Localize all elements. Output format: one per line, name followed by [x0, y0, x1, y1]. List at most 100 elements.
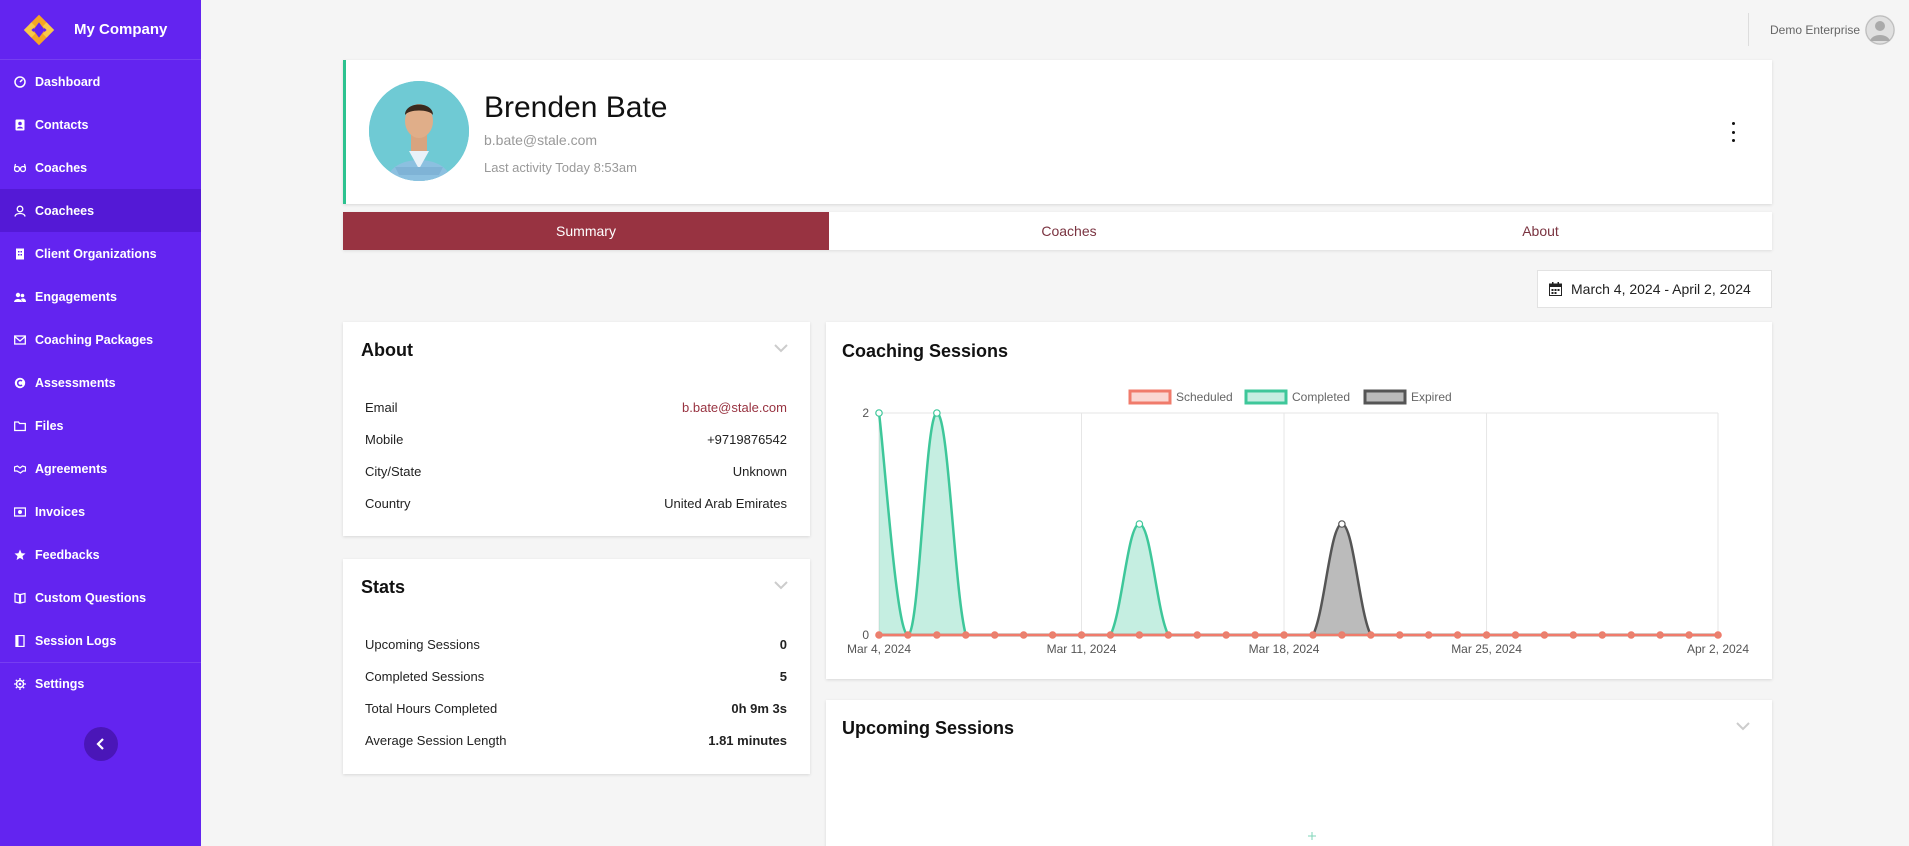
data-point-scheduled — [1309, 631, 1317, 639]
data-point-scheduled — [1048, 631, 1057, 639]
about-key: Mobile — [365, 432, 404, 447]
sidebar-item-files[interactable]: Files — [0, 404, 201, 447]
data-point-scheduled — [904, 631, 912, 639]
data-point-expired — [1338, 520, 1346, 528]
star-icon — [14, 549, 26, 561]
sidebar-item-coaches[interactable]: Coaches — [0, 146, 201, 189]
sidebar-item-session-logs[interactable]: Session Logs — [0, 619, 201, 662]
chevron-down-icon[interactable] — [1736, 722, 1750, 731]
data-point-scheduled — [1367, 631, 1375, 639]
data-point-scheduled — [1019, 631, 1028, 639]
sidebar-item-label: Feedbacks — [35, 547, 100, 562]
sidebar-item-invoices[interactable]: Invoices — [0, 490, 201, 533]
stats-row: Completed Sessions 5 — [365, 669, 787, 684]
data-point-scheduled — [1106, 631, 1115, 639]
user-icon — [14, 205, 26, 217]
data-point-scheduled — [1222, 631, 1230, 639]
data-point-scheduled — [961, 631, 970, 639]
tab-about[interactable]: About — [1522, 223, 1559, 239]
profile-photo — [369, 81, 469, 181]
about-value: +9719876542 — [707, 432, 787, 447]
stats-row: Total Hours Completed 0h 9m 3s — [365, 701, 787, 716]
data-point-completed — [1135, 520, 1144, 528]
sidebar-item-settings[interactable]: Settings — [0, 662, 201, 705]
data-point-scheduled — [1511, 631, 1520, 639]
sidebar-item-label: Settings — [35, 677, 85, 691]
data-point-scheduled — [1251, 631, 1259, 639]
log-icon — [14, 634, 26, 647]
enterprise-name[interactable]: Demo Enterprise — [1770, 23, 1861, 37]
sidebar-item-label: Coachees — [35, 203, 95, 218]
tab-coaches[interactable]: Coaches — [1041, 223, 1097, 239]
about-row-email: Email b.bate@stale.com — [365, 400, 787, 415]
sidebar-item-coachees[interactable]: Coachees — [0, 189, 201, 232]
upcoming-title: Upcoming Sessions — [842, 718, 1015, 738]
sidebar-item-client-organizations[interactable]: Client Organizations — [0, 232, 201, 275]
date-range-picker[interactable]: March 4, 2024 - April 2, 2024 — [1537, 270, 1772, 308]
about-email-link[interactable]: b.bate@stale.com — [682, 400, 787, 415]
sidebar-item-label: Session Logs — [35, 633, 117, 648]
sidebar-item-assessments[interactable]: Assessments — [0, 361, 201, 404]
chevron-down-icon[interactable] — [774, 344, 788, 353]
sidebar-item-label: Contacts — [35, 117, 89, 132]
dashboard-icon — [14, 75, 26, 88]
user-avatar[interactable] — [1865, 15, 1895, 45]
sidebar-item-contacts[interactable]: Contacts — [0, 103, 201, 146]
chevron-down-icon[interactable] — [774, 581, 788, 590]
calendar-icon — [1549, 282, 1562, 296]
glasses-icon — [14, 162, 26, 174]
tab-summary[interactable]: Summary — [343, 212, 829, 250]
data-point-completed — [875, 409, 883, 417]
x-tick-label: Mar 18, 2024 — [1249, 642, 1320, 656]
y-tick-label: 2 — [862, 406, 869, 420]
about-value: United Arab Emirates — [664, 496, 787, 511]
series-area-expired — [879, 524, 1718, 635]
data-point-scheduled — [1077, 631, 1086, 639]
company-logo-icon — [23, 14, 55, 45]
sidebar-item-label: Files — [35, 418, 64, 433]
more-options-icon[interactable] — [1728, 122, 1738, 142]
stats-value: 0 — [779, 637, 787, 652]
data-point-scheduled — [1280, 631, 1288, 639]
data-point-scheduled — [933, 631, 941, 639]
data-point-scheduled — [1193, 631, 1202, 639]
users-icon — [14, 291, 26, 303]
profile-tabs: Summary Coaches About — [343, 212, 1772, 250]
sidebar-item-coaching-packages[interactable]: Coaching Packages — [0, 318, 201, 361]
series-line-completed — [877, 411, 1718, 637]
collapse-sidebar-button[interactable] — [84, 727, 118, 761]
envelope-icon — [14, 334, 26, 346]
profile-card: Brenden Bate b.bate@stale.com Last activ… — [343, 60, 1772, 204]
about-key: City/State — [365, 464, 422, 479]
sidebar-item-custom-questions[interactable]: Custom Questions — [0, 576, 201, 619]
stats-row: Upcoming Sessions 0 — [365, 637, 787, 652]
stats-key: Average Session Length — [365, 733, 507, 748]
stats-value: 5 — [779, 669, 787, 684]
legend-label-expired: Expired — [1411, 390, 1452, 404]
data-point-scheduled — [1424, 631, 1433, 639]
book-icon — [14, 592, 26, 604]
stats-value: 1.81 minutes — [708, 733, 787, 748]
data-point-scheduled — [1569, 631, 1578, 639]
data-point-scheduled — [1164, 631, 1173, 639]
legend-swatch-scheduled — [1128, 389, 1172, 405]
last-activity: Last activity Today 8:53am — [484, 160, 637, 175]
data-point-scheduled — [1338, 631, 1346, 639]
x-tick-label: Mar 25, 2024 — [1451, 642, 1522, 656]
brand[interactable]: My Company — [0, 0, 201, 60]
sidebar-item-engagements[interactable]: Engagements — [0, 275, 201, 318]
about-value: Unknown — [732, 464, 787, 479]
sidebar-nav: Dashboard Contacts Coaches Coachees Client O… — [0, 60, 201, 705]
sidebar-item-feedbacks[interactable]: Feedbacks — [0, 533, 201, 576]
data-point-scheduled — [1395, 631, 1404, 639]
stats-card: Stats Upcoming Sessions 0 Completed Sess… — [343, 559, 810, 774]
about-key: Country — [365, 496, 411, 511]
x-tick-label: Apr 2, 2024 — [1687, 642, 1749, 656]
data-point-scheduled — [1685, 631, 1693, 639]
about-card: About Email b.bate@stale.com Mobile +971… — [343, 322, 810, 536]
sidebar-item-agreements[interactable]: Agreements — [0, 447, 201, 490]
about-row-city: City/State Unknown — [365, 464, 787, 479]
upcoming-sessions-card: Upcoming Sessions — [826, 700, 1772, 846]
sidebar-item-label: Invoices — [35, 504, 86, 519]
sidebar-item-dashboard[interactable]: Dashboard — [0, 60, 201, 103]
